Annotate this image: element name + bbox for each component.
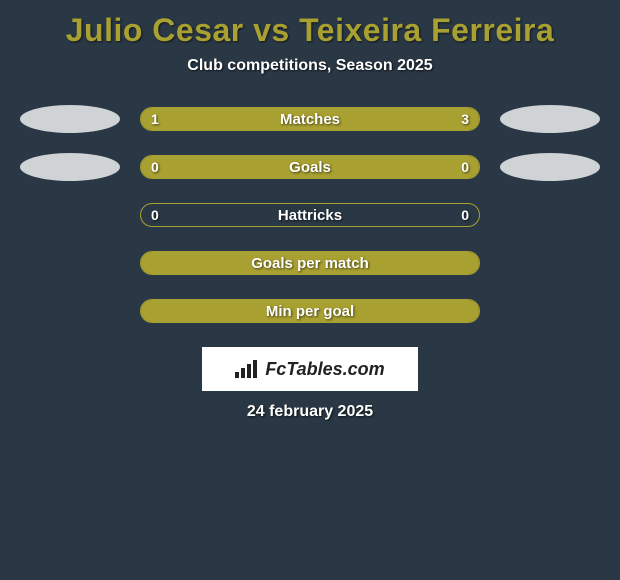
stat-row: 00Hattricks	[0, 203, 620, 227]
stat-bar: 13Matches	[140, 107, 480, 131]
chart-icon	[235, 360, 259, 378]
stat-bar: Min per goal	[140, 299, 480, 323]
club-spacer	[20, 201, 120, 229]
stat-row: Goals per match	[0, 251, 620, 275]
stats-area: 13Matches 00Goals 00Hattricks Goals per mat…	[0, 107, 620, 323]
stat-bar: 00Hattricks	[140, 203, 480, 227]
club-spacer	[20, 249, 120, 277]
page-title: Julio Cesar vs Teixeira Ferreira	[0, 8, 620, 57]
club-spacer	[20, 297, 120, 325]
comparison-card: Julio Cesar vs Teixeira Ferreira Club co…	[0, 0, 620, 421]
stat-label: Goals per match	[141, 252, 479, 274]
date-line: 24 february 2025	[0, 403, 620, 421]
logo-text: FcTables.com	[265, 359, 384, 380]
stat-label: Min per goal	[141, 300, 479, 322]
stat-bar: 00Goals	[140, 155, 480, 179]
club-spacer	[500, 201, 600, 229]
club-badge-left	[20, 153, 120, 181]
club-spacer	[500, 297, 600, 325]
page-subtitle: Club competitions, Season 2025	[0, 57, 620, 75]
stat-label: Matches	[141, 108, 479, 130]
stat-row: 13Matches	[0, 107, 620, 131]
club-spacer	[500, 249, 600, 277]
logo-box: FcTables.com	[202, 347, 418, 391]
stat-label: Goals	[141, 156, 479, 178]
club-badge-right	[500, 105, 600, 133]
stat-bar: Goals per match	[140, 251, 480, 275]
stat-label: Hattricks	[141, 204, 479, 226]
stat-row: Min per goal	[0, 299, 620, 323]
stat-row: 00Goals	[0, 155, 620, 179]
club-badge-left	[20, 105, 120, 133]
club-badge-right	[500, 153, 600, 181]
